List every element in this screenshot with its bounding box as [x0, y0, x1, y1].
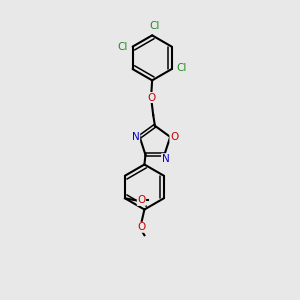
Text: O: O [137, 222, 145, 232]
Text: N: N [162, 154, 169, 164]
Text: Cl: Cl [176, 63, 187, 73]
Text: Cl: Cl [117, 42, 128, 52]
Text: O: O [147, 92, 155, 103]
Text: Cl: Cl [149, 21, 160, 32]
Text: O: O [170, 132, 178, 142]
Text: N: N [132, 132, 140, 142]
Text: O: O [137, 195, 146, 206]
